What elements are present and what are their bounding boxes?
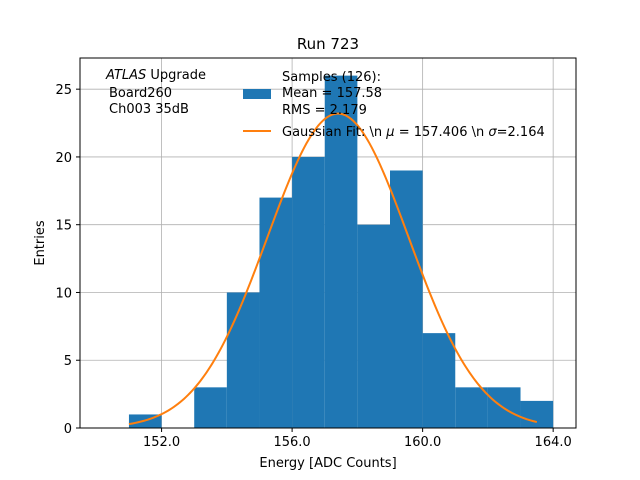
legend-fit-middle: = 157.406 \n <box>395 125 489 140</box>
gaussian-fit-curve <box>128 112 538 426</box>
histogram-bar <box>422 333 456 428</box>
histogram-bar <box>292 156 325 428</box>
atlas-annotation: ATLAS Upgrade Board260 Ch003 35dB <box>105 68 206 117</box>
x-tick-label: 156.0 <box>273 435 310 450</box>
x-axis-label: Energy [ADC Counts] <box>259 456 396 471</box>
histogram-bar <box>324 75 358 428</box>
y-tick-label: 25 <box>55 83 72 98</box>
y-tick-label: 20 <box>55 151 72 166</box>
chart-title: Run 723 <box>297 35 359 53</box>
y-tick-label: 5 <box>64 354 72 369</box>
bars-layer <box>128 75 554 428</box>
channel-label: Ch003 35dB <box>109 102 189 117</box>
legend-samples-line2: Mean = 157.58 <box>282 86 382 101</box>
legend-swatch-samples <box>243 89 271 99</box>
x-tick-label: 164.0 <box>535 435 572 450</box>
histogram-bar <box>520 400 554 428</box>
atlas-upgrade: Upgrade <box>146 68 206 83</box>
legend-fit-prefix: Gaussian Fit: \n <box>282 125 386 140</box>
plot-area: 152.0 156.0 160.0 164.0 0 5 10 15 20 25 <box>55 57 577 450</box>
legend-fit-suffix: =2.164 <box>497 125 545 140</box>
histogram-bar <box>357 224 390 428</box>
legend-samples-line1: Samples (126): <box>282 70 381 85</box>
plot-frame <box>79 57 577 429</box>
legend: Samples (126): Mean = 157.58 RMS = 2.179… <box>243 70 545 140</box>
board-label: Board260 <box>109 86 172 101</box>
histogram-bar <box>455 387 488 428</box>
y-axis-label: Entries <box>33 220 48 266</box>
legend-fit-sigma: σ <box>488 125 497 140</box>
legend-fit-label: Gaussian Fit: \n μ = 157.406 \n σ=2.164 <box>282 125 545 140</box>
y-tick-label: 10 <box>55 286 72 301</box>
legend-fit-mu: μ <box>385 125 394 140</box>
histogram-bar <box>194 387 227 428</box>
y-tick-label: 15 <box>55 219 72 234</box>
histogram-bar <box>259 197 293 428</box>
x-tick-label: 152.0 <box>143 435 180 450</box>
y-tick-label: 0 <box>64 422 72 437</box>
x-tick-label: 160.0 <box>404 435 441 450</box>
histogram-bar <box>226 292 260 428</box>
atlas-label: ATLAS Upgrade <box>105 68 206 83</box>
ticks-layer: 152.0 156.0 160.0 164.0 0 5 10 15 20 25 <box>55 83 571 450</box>
atlas-italic: ATLAS <box>105 68 146 83</box>
histogram-bar <box>390 170 423 428</box>
legend-samples-line3: RMS = 2.179 <box>282 103 367 118</box>
